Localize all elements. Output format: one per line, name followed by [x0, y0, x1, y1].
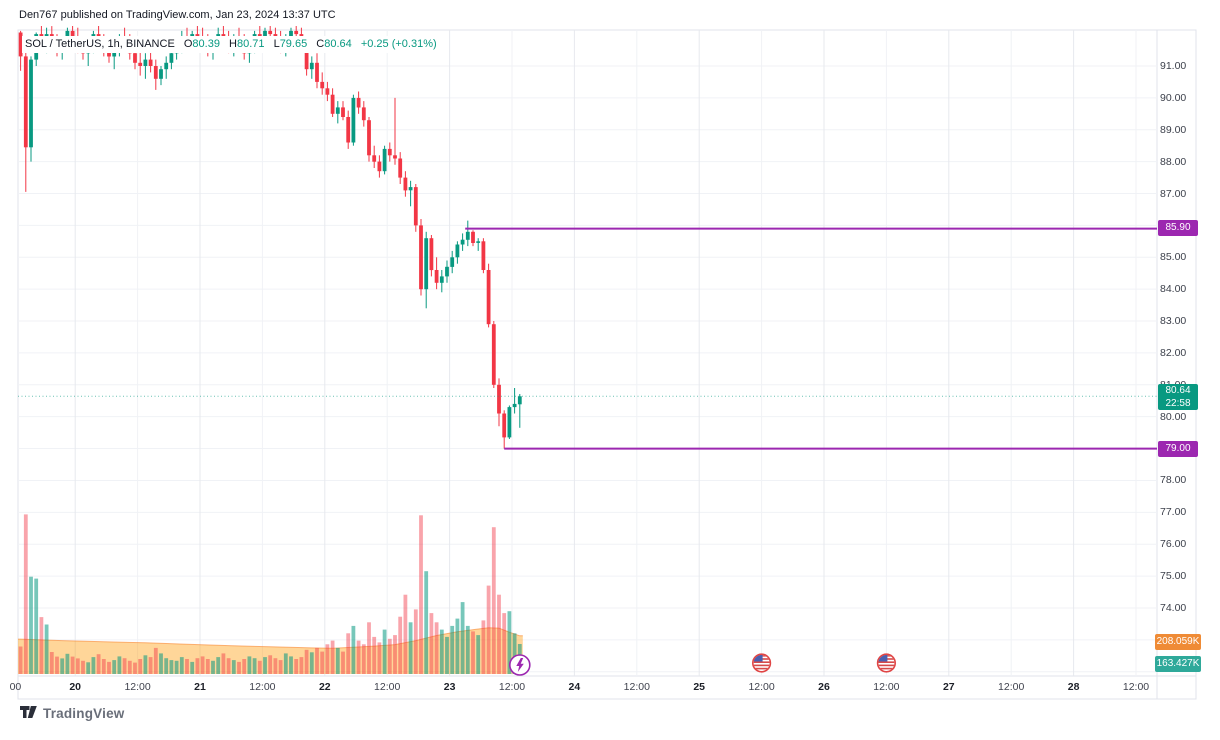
volume-ma-badge: 208.059K: [1155, 634, 1201, 650]
last-price-value: 80.64: [1165, 385, 1191, 396]
last-price-badge: 80.64 22:58: [1158, 384, 1198, 410]
time-tick-label: 12:00: [873, 681, 900, 693]
price-tick-label: 83.00: [1160, 315, 1187, 328]
price-tick-label: 75.00: [1160, 570, 1187, 583]
price-tick-label: 74.00: [1160, 601, 1187, 614]
symbol-title: SOL / TetherUS, 1h, BINANCE: [25, 38, 175, 50]
time-tick-label: 21: [194, 681, 206, 693]
symbol-legend: SOL / TetherUS, 1h, BINANCE O80.39 H80.7…: [22, 36, 442, 53]
time-tick-label: 12:00: [498, 681, 526, 693]
bar-countdown: 22:58: [1165, 398, 1191, 409]
price-tick-label: 89.00: [1160, 123, 1187, 136]
time-tick-label: 12:00: [998, 681, 1025, 693]
change-value: +0.25 (+0.31%): [360, 38, 437, 50]
close-label: C: [316, 38, 325, 50]
time-tick-label: 00: [9, 681, 22, 693]
time-tick-label: 12:00: [623, 681, 650, 693]
time-tick-label: 26: [818, 681, 830, 693]
level-high-price-badge: 85.90: [1158, 220, 1198, 236]
price-tick-label: 88.00: [1160, 155, 1187, 168]
high-label: H: [229, 38, 237, 50]
lightning-icon[interactable]: [508, 654, 531, 676]
volume-bars: [18, 514, 522, 674]
price-tick-label: 80.00: [1160, 410, 1187, 423]
price-tick-label: 82.00: [1160, 346, 1187, 359]
plot-area[interactable]: [18, 21, 523, 674]
time-tick-label: 24: [568, 681, 581, 693]
open-value: 80.39: [192, 38, 220, 50]
us-flag-icon[interactable]: [751, 653, 772, 673]
time-tick-label: 23: [443, 681, 456, 693]
time-tick-label: 12:00: [748, 681, 775, 693]
time-tick-label: 20: [69, 681, 82, 693]
time-tick-label: 27: [942, 681, 955, 693]
gridlines: [18, 30, 1157, 676]
price-tick-label: 91.00: [1160, 60, 1187, 72]
low-label: L: [273, 38, 280, 50]
time-tick-label: 22: [318, 681, 331, 693]
price-tick-label: 87.00: [1160, 187, 1187, 200]
price-tick-label: 84.00: [1160, 283, 1187, 296]
time-tick-label: 25: [693, 681, 706, 693]
volume-ma-line: [18, 627, 523, 649]
publisher-attribution: Den767 published on TradingView.com, Jan…: [19, 9, 336, 21]
time-tick-label: 12:00: [1122, 681, 1150, 693]
price-tick-label: 76.00: [1160, 538, 1187, 551]
price-tick-label: 78.00: [1160, 474, 1187, 487]
price-tick-label: 85.00: [1160, 251, 1187, 264]
tradingview-logo-icon: [20, 706, 37, 718]
volume-last-badge: 163.427K: [1155, 656, 1201, 672]
time-tick-label: 12:00: [124, 681, 151, 693]
open-label: O: [183, 38, 193, 50]
time-tick-label: 28: [1067, 681, 1080, 693]
time-tick-label: 12:00: [374, 681, 401, 693]
chart-frame: [17, 29, 1197, 700]
tradingview-footer[interactable]: TradingView: [20, 706, 124, 721]
price-tick-label: 90.00: [1160, 91, 1187, 104]
high-value: 80.71: [236, 38, 265, 50]
price-tick-label: 77.00: [1160, 506, 1187, 519]
us-flag-icon[interactable]: [876, 653, 897, 673]
close-value: 80.64: [324, 38, 352, 50]
low-value: 79.65: [279, 38, 308, 50]
time-tick-label: 12:00: [249, 681, 276, 693]
tradingview-brand: TradingView: [43, 706, 125, 721]
level-low-price-badge: 79.00: [1158, 441, 1198, 457]
